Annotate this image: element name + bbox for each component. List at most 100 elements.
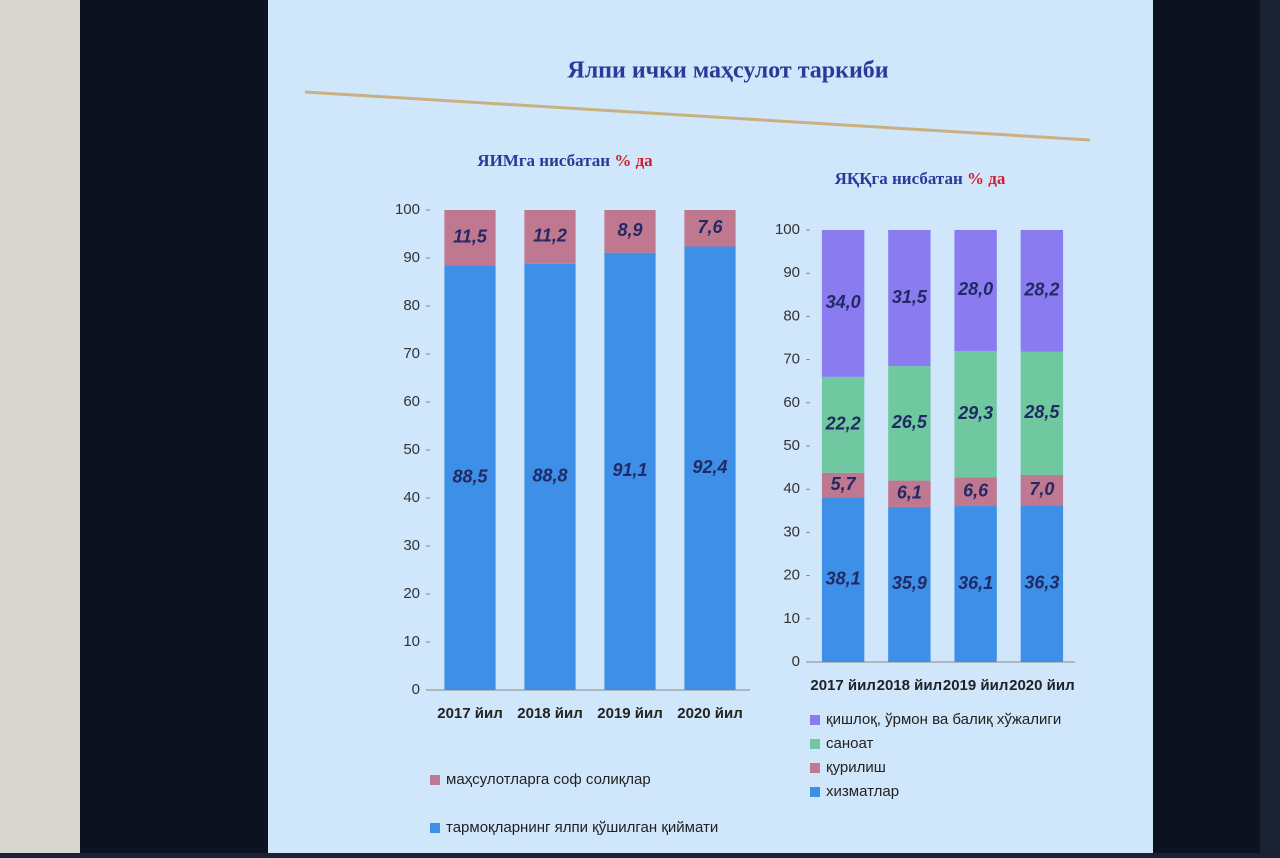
x-tick-label: 2017 йил xyxy=(810,677,876,694)
data-label: 6,1 xyxy=(897,482,922,502)
wall xyxy=(0,0,80,853)
y-tick-label: 20 xyxy=(403,585,420,602)
legend-swatch xyxy=(810,715,820,725)
y-tick-label: 60 xyxy=(783,394,800,411)
data-label: 28,2 xyxy=(1023,280,1059,300)
data-label: 6,6 xyxy=(963,481,989,501)
legend-swatch xyxy=(810,763,820,773)
legend-swatch xyxy=(430,775,440,785)
legend-label: маҳсулотларга соф солиқлар xyxy=(446,771,651,788)
chart-title-text: ЯИМга нисбатан xyxy=(477,151,610,170)
data-label: 36,1 xyxy=(958,573,993,593)
slide-title: Ялпи ички маҳсулот таркиби xyxy=(567,58,888,84)
data-label: 7,0 xyxy=(1029,479,1054,499)
data-label: 7,6 xyxy=(697,217,723,237)
data-label: 36,3 xyxy=(1024,572,1059,592)
bar-segment xyxy=(888,366,931,481)
y-tick-label: 90 xyxy=(403,249,420,266)
data-label: 91,1 xyxy=(612,460,647,480)
chart-title: ЯҚҚга нисбатан % да xyxy=(835,169,1006,188)
y-tick-label: 0 xyxy=(412,681,420,698)
data-label: 28,5 xyxy=(1023,402,1060,422)
bar-segment xyxy=(1020,474,1064,506)
y-tick-label: 50 xyxy=(783,437,800,454)
bar-segment xyxy=(524,263,576,690)
x-tick-label: 2019 йил xyxy=(597,705,663,722)
chart-title-unit: % да xyxy=(967,169,1006,188)
bar-segment xyxy=(1020,230,1064,352)
bar-segment xyxy=(444,265,496,690)
bar-segment xyxy=(888,480,931,507)
data-label: 28,0 xyxy=(957,279,993,299)
bar-segment xyxy=(684,210,736,247)
bar-segment xyxy=(888,506,931,662)
y-tick-label: 70 xyxy=(403,345,420,362)
bar-segment xyxy=(444,210,496,266)
bar-segment xyxy=(604,252,656,690)
legend-label: қишлоқ, ўрмон ва балиқ хўжалиги xyxy=(826,711,1061,728)
legend-label: хизматлар xyxy=(826,783,899,800)
y-tick-label: 90 xyxy=(783,264,800,281)
bar-segment xyxy=(888,230,931,367)
y-tick-label: 30 xyxy=(403,537,420,554)
x-tick-label: 2019 йил xyxy=(943,677,1009,694)
data-label: 88,8 xyxy=(532,466,567,486)
bar-segment xyxy=(821,472,865,498)
y-tick-label: 20 xyxy=(783,567,800,584)
bar-segment xyxy=(821,376,865,473)
data-label: 34,0 xyxy=(826,292,861,312)
y-tick-label: 50 xyxy=(403,441,420,458)
bar-segment xyxy=(604,210,656,253)
y-tick-label: 80 xyxy=(403,297,420,314)
bar-segment xyxy=(684,246,736,691)
data-label: 11,2 xyxy=(533,226,567,246)
bar-segment xyxy=(1020,351,1064,475)
y-tick-label: 0 xyxy=(792,653,800,670)
legend-swatch xyxy=(430,823,440,833)
y-tick-label: 100 xyxy=(775,221,800,238)
y-tick-label: 30 xyxy=(783,523,800,540)
x-tick-label: 2018 йил xyxy=(517,705,583,722)
bar-segment xyxy=(524,210,576,264)
data-label: 8,9 xyxy=(617,220,642,240)
legend-swatch xyxy=(810,739,820,749)
bar-segment xyxy=(954,477,997,507)
chart-title: ЯИМга нисбатан % да xyxy=(477,151,653,170)
data-label: 5,7 xyxy=(831,474,857,494)
data-label: 26,5 xyxy=(891,412,928,432)
x-tick-label: 2018 йил xyxy=(877,677,943,694)
legend-label: тармоқларнинг ялпи қўшилган қиймати xyxy=(446,819,718,836)
chart-title-unit: % да xyxy=(614,151,653,170)
bar-segment xyxy=(954,506,997,662)
y-tick-label: 80 xyxy=(783,307,800,324)
data-label: 22,2 xyxy=(825,414,861,434)
x-tick-label: 2017 йил xyxy=(437,705,503,722)
legend-label: қурилиш xyxy=(826,759,886,776)
y-tick-label: 40 xyxy=(783,480,800,497)
y-tick-label: 70 xyxy=(783,351,800,368)
legend-label: саноат xyxy=(826,735,873,752)
data-label: 92,4 xyxy=(692,457,727,477)
data-label: 31,5 xyxy=(892,287,928,307)
bar-segment xyxy=(1020,505,1064,662)
y-tick-label: 10 xyxy=(783,610,800,627)
data-label: 88,5 xyxy=(452,466,488,486)
legend-swatch xyxy=(810,787,820,797)
x-tick-label: 2020 йил xyxy=(1009,677,1075,694)
chart-title-text: ЯҚҚга нисбатан xyxy=(835,169,963,188)
bar-segment xyxy=(954,350,997,478)
bar-segment xyxy=(954,230,997,351)
data-label: 35,9 xyxy=(892,573,927,593)
bar-segment xyxy=(821,497,865,662)
bar-segment xyxy=(821,230,865,377)
y-tick-label: 10 xyxy=(403,633,420,650)
x-tick-label: 2020 йил xyxy=(677,705,743,722)
data-label: 38,1 xyxy=(826,568,861,588)
y-tick-label: 100 xyxy=(395,201,420,218)
y-tick-label: 40 xyxy=(403,489,420,506)
y-tick-label: 60 xyxy=(403,393,420,410)
title-rule xyxy=(304,90,1091,142)
data-label: 29,3 xyxy=(957,403,993,423)
